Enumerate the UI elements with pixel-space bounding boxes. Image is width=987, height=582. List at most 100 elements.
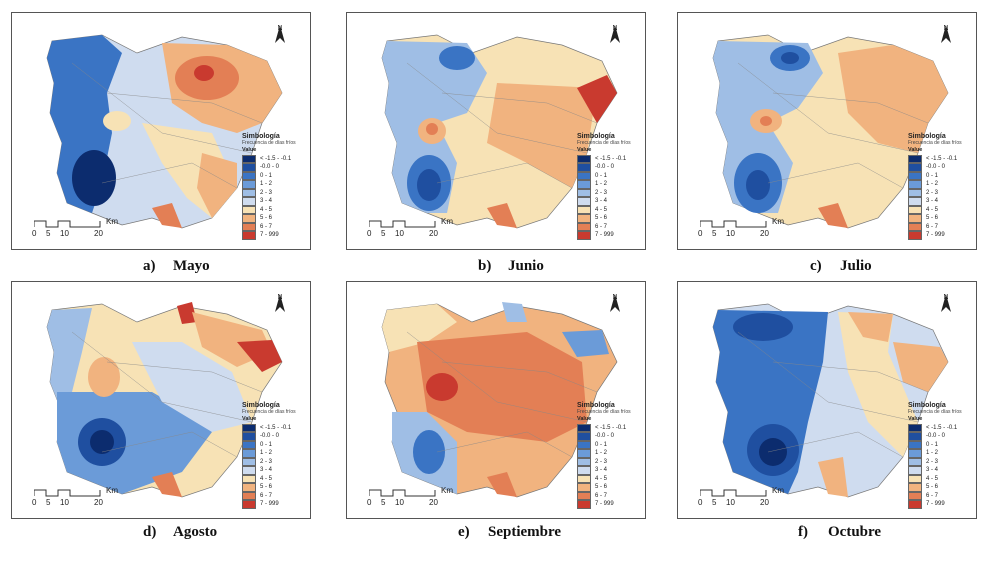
legend-swatch <box>577 214 591 223</box>
legend-swatch <box>908 180 922 189</box>
scale-unit: Km <box>772 486 784 495</box>
legend-row: 7 - 999 <box>908 500 970 509</box>
legend-label: 6 - 7 <box>595 223 608 230</box>
legend-swatch <box>242 154 256 163</box>
legend-row: 1 - 2 <box>577 180 639 189</box>
legend-title: Simbología <box>577 402 615 409</box>
legend-label: 5 - 6 <box>260 484 273 491</box>
legend-label: 6 - 7 <box>926 223 939 230</box>
legend-label: 3 - 4 <box>926 198 939 205</box>
legend-row: 3 - 4 <box>242 197 304 206</box>
legend-subtitle: Frecuencia de días fríos <box>242 140 296 146</box>
legend-swatch <box>577 483 591 492</box>
legend-row: 0 - 1 <box>908 440 970 449</box>
legend-swatch <box>908 440 922 449</box>
legend-row: 4 - 5 <box>242 205 304 214</box>
legend-row: 4 - 5 <box>242 474 304 483</box>
legend-swatch <box>908 449 922 458</box>
legend-value-header: Value <box>908 416 923 422</box>
legend-label: 0 - 1 <box>595 441 608 448</box>
north-arrow: N <box>940 294 952 320</box>
legend-label: 2 - 3 <box>260 189 273 196</box>
legend-row: < -1.5 - -0.1 <box>242 423 304 432</box>
scale-bar: Km 0 5 10 20 <box>698 486 790 508</box>
legend-label: -0.0 - 0 <box>260 164 280 171</box>
legend-label: < -1.5 - -0.1 <box>595 424 627 431</box>
legend-row: 7 - 999 <box>577 231 639 240</box>
legend-row: -0.0 - 0 <box>577 432 639 441</box>
scale-unit: Km <box>106 217 118 226</box>
legend-label: 4 - 5 <box>260 475 273 482</box>
legend-label: 5 - 6 <box>595 484 608 491</box>
legend-swatch <box>908 474 922 483</box>
legend-label: 7 - 999 <box>595 501 614 508</box>
legend-label: 0 - 1 <box>595 172 608 179</box>
legend-label: 3 - 4 <box>595 198 608 205</box>
legend-row: 0 - 1 <box>577 171 639 180</box>
legend-row: 2 - 3 <box>577 457 639 466</box>
legend-swatch <box>242 423 256 432</box>
legend-swatch <box>242 205 256 214</box>
legend: Simbología Frecuencia de días fríos Valu… <box>908 133 970 240</box>
map-panel-octubre: N Simbología Frecuencia de días fríos Va… <box>677 281 977 519</box>
scale-tick: 20 <box>94 229 103 238</box>
legend-swatch <box>242 466 256 475</box>
legend-swatch <box>242 188 256 197</box>
legend-swatch <box>242 214 256 223</box>
legend-swatch <box>577 474 591 483</box>
legend-label: 5 - 6 <box>926 215 939 222</box>
legend-row: 0 - 1 <box>577 440 639 449</box>
legend-label: 2 - 3 <box>595 458 608 465</box>
legend-row: 4 - 5 <box>908 205 970 214</box>
legend-swatch <box>908 222 922 231</box>
legend-row: 3 - 4 <box>908 197 970 206</box>
scale-tick: 10 <box>395 229 404 238</box>
scale-unit: Km <box>106 486 118 495</box>
legend-row: 0 - 1 <box>908 171 970 180</box>
scale-tick: 5 <box>46 229 51 238</box>
legend-swatch <box>242 491 256 500</box>
legend-row: < -1.5 - -0.1 <box>242 154 304 163</box>
legend-row: -0.0 - 0 <box>577 163 639 172</box>
caption-septiembre: e) Septiembre <box>458 524 562 540</box>
legend-row: 3 - 4 <box>577 197 639 206</box>
legend-swatch <box>577 231 591 240</box>
legend-swatch <box>577 466 591 475</box>
legend-row: 6 - 7 <box>242 222 304 231</box>
legend-label: 7 - 999 <box>595 232 614 239</box>
map-panel-junio: N Simbología Frecuencia de días fríos Va… <box>346 12 646 250</box>
scale-unit: Km <box>441 486 453 495</box>
scale-bar: Km 0 5 10 20 <box>32 217 124 239</box>
legend-row: < -1.5 - -0.1 <box>908 154 970 163</box>
legend-swatch <box>242 432 256 441</box>
legend-subtitle: Frecuencia de días fríos <box>577 140 631 146</box>
scale-tick: 5 <box>712 498 717 507</box>
legend-subtitle: Frecuencia de días fríos <box>908 140 962 146</box>
scale-tick: 0 <box>698 229 703 238</box>
legend-swatch <box>908 188 922 197</box>
legend-row: 5 - 6 <box>908 483 970 492</box>
legend-label: 1 - 2 <box>595 450 608 457</box>
scale-bar: Km 0 5 10 20 <box>367 217 459 239</box>
legend-row: 0 - 1 <box>242 440 304 449</box>
scale-tick: 10 <box>60 229 69 238</box>
scale-tick: 20 <box>429 498 438 507</box>
map-agosto <box>46 302 283 498</box>
legend-swatch <box>242 457 256 466</box>
legend-label: 1 - 2 <box>260 181 273 188</box>
legend-row: 2 - 3 <box>908 188 970 197</box>
legend-row: 3 - 4 <box>908 466 970 475</box>
scale-tick: 5 <box>712 229 717 238</box>
scale-tick: 0 <box>32 229 37 238</box>
map-panel-julio: N Simbología Frecuencia de días fríos Va… <box>677 12 977 250</box>
legend-label: 0 - 1 <box>260 441 273 448</box>
legend-label: 0 - 1 <box>260 172 273 179</box>
legend-value-header: Value <box>908 147 923 153</box>
legend-row: 6 - 7 <box>577 222 639 231</box>
legend-subtitle: Frecuencia de días fríos <box>577 409 631 415</box>
scale-tick: 20 <box>429 229 438 238</box>
legend-swatch <box>577 205 591 214</box>
legend-label: < -1.5 - -0.1 <box>926 424 958 431</box>
